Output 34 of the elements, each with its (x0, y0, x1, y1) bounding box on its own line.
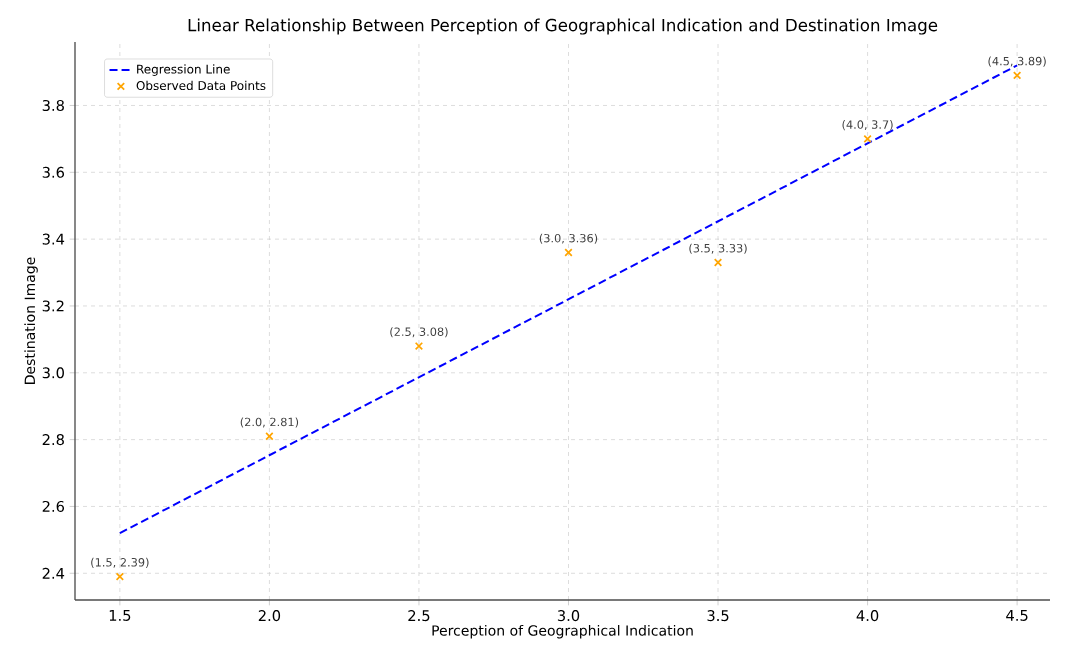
x-axis-title: Perception of Geographical Indication (432, 624, 693, 639)
data-label: (3.5, 3.33) (689, 243, 747, 254)
y-tick-label: 2.8 (42, 434, 64, 446)
y-tick-label: 3.6 (42, 166, 65, 178)
y-tick-label: 3.8 (42, 99, 64, 112)
point (863, 134, 872, 144)
y-tick-label: 2.6 (42, 500, 65, 512)
y-tick-label: 3.2 (42, 300, 64, 312)
chart-title: Linear Relationship Between Perception of Geographical Indication and Destination Image (188, 18, 938, 35)
x-tick-label: 3.0 (557, 610, 580, 622)
legend-label: Regression Line (137, 64, 230, 76)
point (564, 248, 573, 257)
point (414, 341, 424, 351)
point (115, 572, 125, 581)
y-tick-label: 3.0 (42, 367, 64, 379)
x-tick-label: 3.5 (707, 610, 729, 622)
data-label: (2.0, 2.81) (240, 417, 299, 428)
y-tick-label: 3.4 (42, 233, 65, 245)
x-tick-label: 2.5 (408, 610, 430, 622)
point (1012, 71, 1022, 80)
x-tick-label: 1.5 (109, 610, 131, 621)
data-label: (4.0, 3.7) (842, 120, 893, 131)
x-tick-label: 2.0 (258, 610, 281, 622)
y-tick-label: 2.4 (42, 567, 65, 579)
legend-label: Observed Data Points (136, 80, 266, 91)
x-tick-label: 4.5 (1006, 610, 1028, 621)
point (713, 258, 723, 267)
data-label: (2.5, 3.08) (390, 327, 448, 338)
point (265, 432, 274, 441)
data-label: (3.0, 3.36) (539, 233, 598, 244)
data-label: (1.5, 2.39) (91, 557, 149, 568)
data-label: (4.5, 3.89) (988, 56, 1046, 67)
y-axis-title: Destination Image (24, 257, 38, 384)
x-tick-label: 4.0 (856, 610, 879, 622)
